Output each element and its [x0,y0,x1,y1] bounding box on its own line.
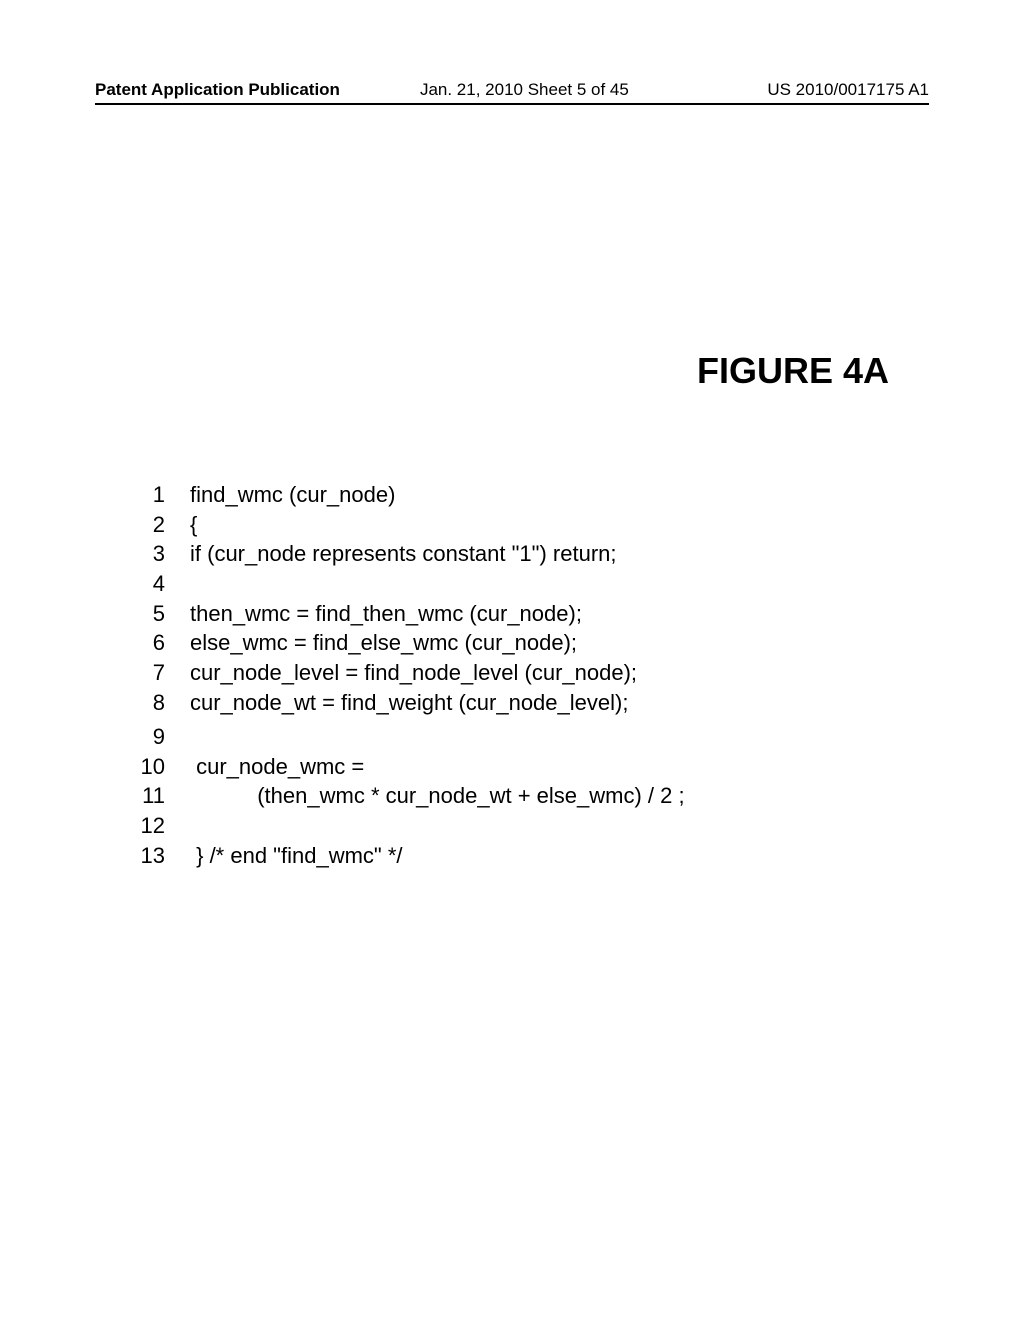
code-line: 10 cur_node_wmc = [125,752,685,782]
line-number: 1 [125,480,165,510]
code-text: if (cur_node represents constant "1") re… [190,539,617,569]
line-number: 8 [125,688,165,718]
line-number: 11 [125,781,165,811]
code-text: else_wmc = find_else_wmc (cur_node); [190,628,577,658]
code-text: cur_node_level = find_node_level (cur_no… [190,658,637,688]
line-number: 2 [125,510,165,540]
line-number: 7 [125,658,165,688]
code-text: find_wmc (cur_node) [190,480,395,510]
header: Patent Application Publication Jan. 21, … [95,80,929,105]
header-publication-number: US 2010/0017175 A1 [767,80,929,100]
code-text: } /* end "find_wmc" */ [190,841,403,871]
code-text: cur_node_wmc = [190,752,364,782]
line-number: 13 [125,841,165,871]
code-line: 2 { [125,510,637,540]
header-publication-label: Patent Application Publication [95,80,340,100]
line-number: 4 [125,569,165,599]
code-line: 9 [125,722,685,752]
code-line: 4 [125,569,637,599]
line-number: 9 [125,722,165,752]
code-line: 8 cur_node_wt = find_weight (cur_node_le… [125,688,637,718]
figure-title: FIGURE 4A [697,350,889,392]
code-line: 11 (then_wmc * cur_node_wt + else_wmc) /… [125,781,685,811]
line-number: 3 [125,539,165,569]
header-date-sheet: Jan. 21, 2010 Sheet 5 of 45 [420,80,629,100]
code-line: 12 [125,811,685,841]
code-line: 3 if (cur_node represents constant "1") … [125,539,637,569]
code-line: 5 then_wmc = find_then_wmc (cur_node); [125,599,637,629]
code-line: 1 find_wmc (cur_node) [125,480,637,510]
line-number: 6 [125,628,165,658]
code-block-1: 1 find_wmc (cur_node) 2 { 3 if (cur_node… [125,480,637,718]
line-number: 5 [125,599,165,629]
code-text: (then_wmc * cur_node_wt + else_wmc) / 2 … [190,781,685,811]
code-line: 6 else_wmc = find_else_wmc (cur_node); [125,628,637,658]
code-text: { [190,510,197,540]
code-line: 13 } /* end "find_wmc" */ [125,841,685,871]
code-text: then_wmc = find_then_wmc (cur_node); [190,599,582,629]
line-number: 12 [125,811,165,841]
code-block-2: 9 10 cur_node_wmc = 11 (then_wmc * cur_n… [125,722,685,870]
line-number: 10 [125,752,165,782]
code-line: 7 cur_node_level = find_node_level (cur_… [125,658,637,688]
code-text: cur_node_wt = find_weight (cur_node_leve… [190,688,628,718]
